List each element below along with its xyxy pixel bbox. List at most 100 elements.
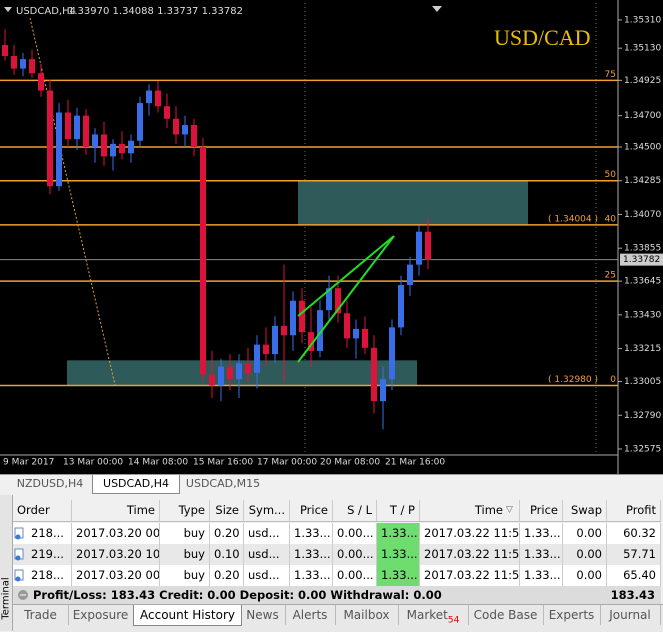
sort-arrow: ▽ [506, 505, 513, 515]
table-cell: 1.33... [520, 565, 563, 586]
candle-body [380, 379, 386, 402]
candle-body [56, 112, 62, 187]
candle-body [65, 112, 71, 140]
terminal-tab[interactable]: Trade [13, 605, 69, 625]
column-header[interactable]: Profit [607, 500, 661, 521]
y-tick-label: 1.35310 [624, 15, 661, 25]
chart-tab[interactable]: USDCAD,M15 [185, 477, 261, 490]
candle-body [137, 103, 143, 141]
candle-body [146, 90, 152, 104]
column-header[interactable]: Size [210, 500, 244, 521]
table-cell: usd... [244, 565, 290, 586]
chart-background [0, 0, 663, 474]
chart-tab[interactable]: NZDUSD,H4 [16, 477, 84, 490]
table-cell: 2017.03.20 10:3... [72, 544, 160, 565]
chart-tab[interactable]: USDCAD,H4 [92, 475, 180, 494]
tab-label: Exposure [72, 608, 129, 622]
current-price-label: 1.33782 [623, 255, 660, 265]
terminal-tab[interactable]: Journal [600, 605, 661, 625]
symbol-title: USD/CAD [494, 25, 591, 50]
table-row[interactable]: 218...2017.03.20 00:0...buy0.20usd...1.3… [13, 565, 661, 586]
summary-text: Profit/Loss: 183.43 Credit: 0.00 Deposit… [33, 588, 442, 602]
candle-body [11, 56, 17, 69]
level-tag: ( 1.34004 ) [548, 214, 598, 224]
x-tick-label: 9 Mar 2017 [3, 458, 54, 468]
column-header[interactable]: T / P [377, 500, 420, 521]
column-header[interactable]: Price [520, 500, 563, 521]
table-cell: 218... [27, 565, 72, 586]
table-cell: 1.33... [377, 544, 420, 565]
terminal-tab[interactable]: Alerts [285, 605, 336, 625]
y-tick-label: 1.34285 [624, 176, 661, 186]
table-cell: 60.32 [607, 523, 661, 544]
table-cell: 57.71 [607, 544, 661, 565]
table-cell: 0.00 [563, 565, 607, 586]
tab-label: Account History [140, 608, 235, 622]
column-header[interactable]: Price [290, 500, 333, 521]
candle-body [254, 344, 260, 373]
table-cell: 0.00... [333, 565, 377, 586]
candle-body [20, 59, 26, 69]
y-tick-label: 1.34925 [624, 76, 661, 86]
candle-body [92, 134, 98, 148]
candle-body [2, 45, 8, 57]
tab-label: Market [406, 608, 448, 622]
summary-total: 183.43 [610, 588, 655, 602]
candle-body [371, 347, 377, 402]
terminal-tab[interactable]: Experts [543, 605, 601, 625]
table-cell: 1.33... [290, 565, 333, 586]
table-row[interactable]: 218...2017.03.20 00:0...buy0.20usd...1.3… [13, 523, 661, 544]
table-cell: 2017.03.20 00:0... [72, 565, 160, 586]
table-cell: usd... [244, 544, 290, 565]
tab-badge: 54 [447, 615, 460, 626]
menu-icon [432, 6, 442, 12]
level-tag: ( 1.32980 ) [548, 375, 598, 385]
column-header[interactable]: Sym... [244, 500, 290, 521]
collapse-icon[interactable] [17, 586, 31, 604]
candle-body [29, 59, 35, 74]
x-tick-label: 13 Mar 00:00 [63, 458, 123, 468]
table-row[interactable]: 219...2017.03.20 10:3...buy0.10usd...1.3… [13, 544, 661, 565]
candle-body [74, 115, 80, 140]
column-header[interactable]: Swap [563, 500, 607, 521]
candle-body [389, 327, 395, 380]
y-tick-label: 1.32575 [624, 444, 661, 454]
zone [298, 180, 528, 225]
candle-body [38, 73, 44, 91]
order-icon [13, 544, 27, 565]
table-cell: 0.10 [210, 544, 244, 565]
candle-body [326, 288, 332, 311]
terminal-tab[interactable]: News [240, 605, 286, 625]
tab-label: Journal [609, 608, 651, 622]
level-label: 0 [610, 375, 616, 385]
terminal-tab[interactable]: Code Base [468, 605, 544, 625]
x-tick-label: 20 Mar 08:00 [320, 458, 380, 468]
column-header[interactable]: Time [420, 500, 520, 521]
candle-body [353, 328, 359, 339]
column-header[interactable]: Time [72, 500, 160, 521]
terminal-tab[interactable]: Mailbox [335, 605, 399, 625]
x-tick-label: 21 Mar 16:00 [385, 458, 445, 468]
terminal-strip: Terminal [0, 495, 13, 631]
doc-icon [14, 548, 24, 561]
terminal-tab[interactable]: Account History [133, 605, 242, 626]
table-cell: 0.20 [210, 523, 244, 544]
terminal-tab[interactable]: Market54 [398, 605, 469, 625]
candle-body [101, 134, 107, 157]
table-cell: 219... [27, 544, 72, 565]
y-tick-label: 1.33645 [624, 277, 661, 287]
column-header[interactable]: Order [13, 500, 72, 521]
column-header[interactable]: Type [160, 500, 210, 521]
order-icon [13, 565, 27, 586]
candle-body [218, 366, 224, 386]
y-tick-label: 1.35130 [624, 44, 661, 54]
candle-body [191, 125, 197, 148]
column-header[interactable]: S / L [333, 500, 377, 521]
terminal-tab[interactable]: Exposure [68, 605, 134, 625]
header-symbol: USDCAD,H4 [16, 6, 76, 17]
tab-label: News [246, 608, 279, 622]
table-cell: 0.00... [333, 544, 377, 565]
candle-body [182, 125, 188, 135]
